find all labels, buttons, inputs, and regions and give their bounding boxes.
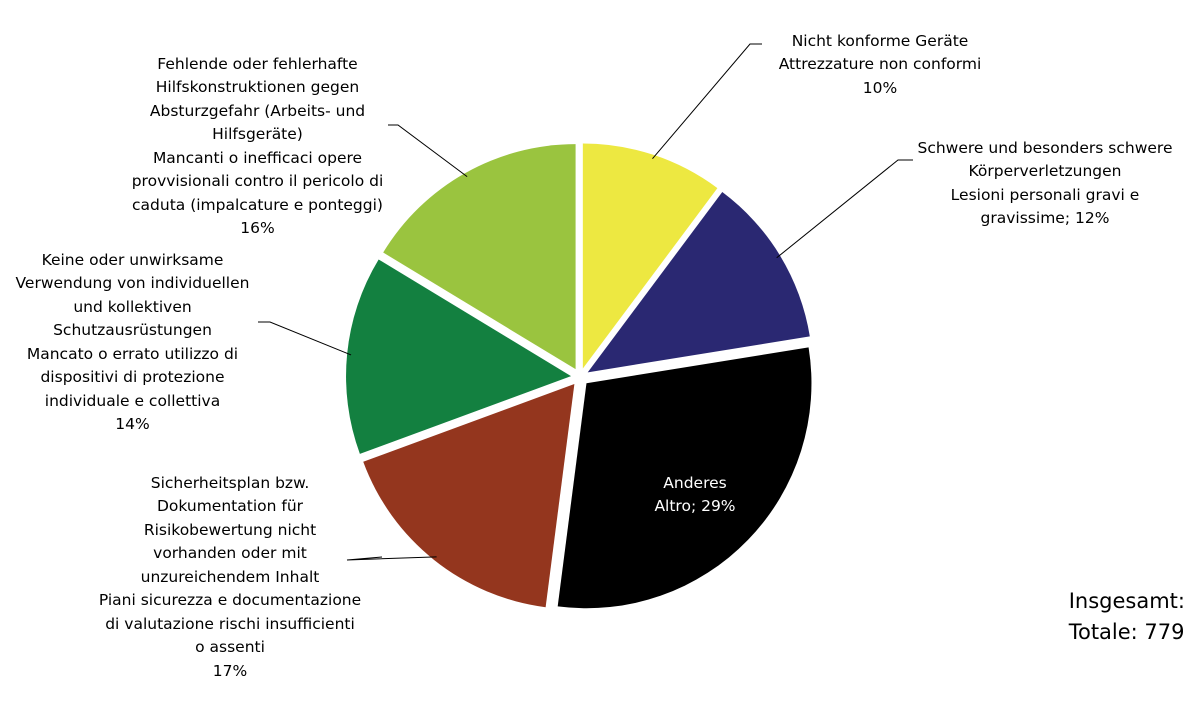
slice-sicherheitsplan [363, 384, 575, 608]
total-it: Totale: 779 [1068, 620, 1185, 644]
leader-schwere-verletzungen [776, 159, 913, 259]
total-count: Insgesamt: Totale: 779 [1069, 586, 1185, 648]
slice-schwere-verletzungen [587, 192, 810, 373]
leader-nicht-konforme [652, 43, 762, 160]
slice-schutzausruestungen [346, 259, 572, 454]
slice-hilfskonstruktionen [383, 144, 576, 370]
leader-schutzausruestungen [258, 321, 352, 356]
slice-anderes [557, 347, 812, 609]
label-anderes: Anderes Altro; 29% [654, 473, 736, 516]
label-schwere-verletzungen: Schwere und besonders schwere Körperverl… [917, 138, 1173, 228]
total-de: Insgesamt: [1068, 589, 1185, 613]
leader-hilfskonstruktionen [388, 124, 468, 177]
label-schutzausruestungen: Keine oder unwirksame Verwendung von ind… [15, 250, 250, 434]
leader-sicherheitsplan [346, 556, 437, 561]
label-hilfskonstruktionen: Fehlende oder fehlerhafte Hilfskonstrukt… [131, 54, 384, 238]
label-nicht-konforme: Nicht konforme Geräte Attrezzature non c… [778, 31, 982, 97]
pie-chart [258, 43, 913, 609]
label-sicherheitsplan: Sicherheitsplan bzw. Dokumentation für R… [98, 473, 362, 680]
slice-nicht-konforme [582, 143, 718, 369]
